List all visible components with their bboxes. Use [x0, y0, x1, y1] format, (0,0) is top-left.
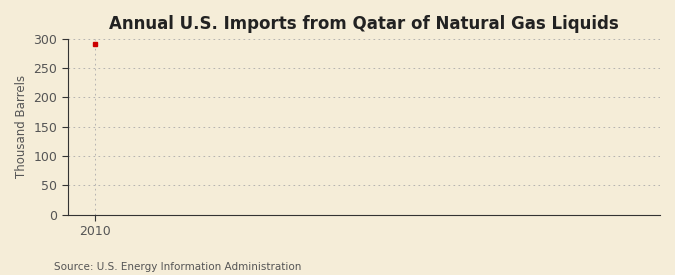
Text: Source: U.S. Energy Information Administration: Source: U.S. Energy Information Administ…	[54, 262, 301, 272]
Y-axis label: Thousand Barrels: Thousand Barrels	[15, 75, 28, 178]
Title: Annual U.S. Imports from Qatar of Natural Gas Liquids: Annual U.S. Imports from Qatar of Natura…	[109, 15, 619, 33]
